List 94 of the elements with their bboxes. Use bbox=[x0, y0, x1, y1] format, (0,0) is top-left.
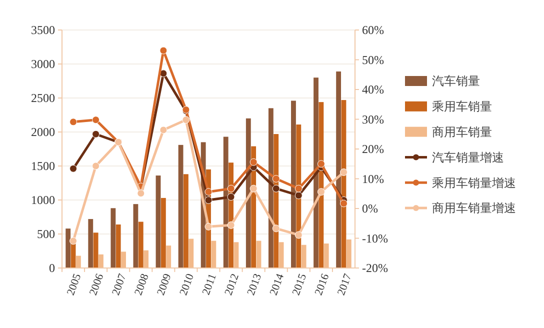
bar bbox=[223, 136, 228, 268]
bar bbox=[278, 242, 284, 268]
y2-tick-label: 20% bbox=[362, 142, 384, 156]
legend-label: 乘用车销量 bbox=[432, 100, 492, 114]
point bbox=[204, 222, 212, 230]
y-tick-label: 3500 bbox=[31, 23, 55, 38]
point bbox=[227, 193, 235, 201]
point bbox=[70, 164, 78, 172]
x-tick-label: 2011 bbox=[200, 272, 219, 297]
bar bbox=[156, 176, 161, 268]
point bbox=[182, 116, 190, 124]
y-tick-label: 500 bbox=[37, 227, 55, 242]
x-tick-label: 2006 bbox=[87, 272, 106, 298]
bar bbox=[66, 228, 71, 268]
point bbox=[204, 196, 212, 204]
point bbox=[340, 168, 348, 176]
y2-tick-label: 30% bbox=[362, 112, 384, 126]
bar bbox=[234, 242, 239, 268]
bar bbox=[133, 204, 138, 268]
bar bbox=[98, 254, 104, 268]
legend-label: 乘用车销量增速 bbox=[432, 176, 516, 190]
x-tick-label: 2017 bbox=[335, 272, 354, 298]
bar bbox=[324, 244, 329, 268]
y2-tick-label: 50% bbox=[362, 52, 384, 67]
bar bbox=[144, 250, 149, 268]
point bbox=[272, 175, 280, 182]
y-tick-label: 0 bbox=[49, 261, 55, 276]
point bbox=[204, 188, 212, 196]
bar bbox=[116, 224, 121, 268]
bar bbox=[188, 238, 194, 268]
point bbox=[70, 237, 78, 245]
legend-label: 汽车销量增速 bbox=[432, 150, 504, 164]
point bbox=[92, 116, 100, 124]
x-tick-label: 2013 bbox=[245, 272, 264, 298]
point bbox=[137, 190, 145, 198]
bar bbox=[166, 246, 172, 268]
bar bbox=[291, 100, 296, 268]
legend-label: 商用车销量 bbox=[432, 125, 492, 139]
point bbox=[227, 184, 235, 192]
bar bbox=[211, 240, 216, 268]
x-tick-label: 2014 bbox=[268, 272, 287, 298]
point bbox=[160, 126, 168, 134]
point bbox=[160, 70, 168, 78]
x-tick-label: 2015 bbox=[290, 272, 310, 298]
point bbox=[294, 192, 302, 200]
point bbox=[70, 118, 78, 126]
bar bbox=[178, 144, 184, 268]
bar bbox=[160, 198, 166, 268]
bar bbox=[246, 118, 251, 268]
point bbox=[160, 46, 168, 54]
bar bbox=[76, 256, 81, 268]
bar bbox=[138, 222, 144, 268]
y2-tick-label: 40% bbox=[362, 82, 384, 97]
bar bbox=[93, 232, 98, 268]
bar bbox=[336, 71, 342, 268]
y-tick-label: 1000 bbox=[31, 193, 55, 208]
point bbox=[340, 200, 348, 208]
y2-tick-label: -10% bbox=[362, 231, 388, 246]
point bbox=[92, 162, 100, 170]
point bbox=[317, 160, 325, 168]
point bbox=[250, 158, 258, 166]
x-tick-label: 2010 bbox=[178, 272, 197, 298]
point bbox=[272, 184, 280, 192]
x-tick-label: 2009 bbox=[155, 272, 174, 298]
point bbox=[92, 130, 100, 138]
bar bbox=[301, 244, 306, 268]
x-tick-label: 2005 bbox=[64, 272, 84, 298]
y-tick-label: 2000 bbox=[31, 125, 55, 140]
point bbox=[317, 188, 325, 196]
bar bbox=[184, 174, 188, 268]
y2-tick-label: 60% bbox=[362, 23, 384, 38]
bar bbox=[314, 78, 318, 268]
y-tick-label: 3000 bbox=[31, 57, 55, 72]
bar bbox=[88, 219, 94, 268]
y-tick-label: 1500 bbox=[31, 159, 55, 174]
x-tick-label: 2008 bbox=[132, 272, 152, 298]
point bbox=[294, 231, 302, 239]
x-tick-label: 2007 bbox=[110, 272, 129, 298]
legend-label: 商用车销量增速 bbox=[432, 201, 516, 216]
point bbox=[250, 184, 258, 192]
y2-tick-label: 0% bbox=[362, 202, 378, 216]
bar bbox=[346, 239, 352, 268]
point bbox=[272, 224, 280, 232]
bar bbox=[110, 208, 116, 268]
y2-tick-label: -20% bbox=[362, 261, 388, 276]
point bbox=[227, 221, 235, 229]
y-tick-label: 2500 bbox=[31, 91, 55, 106]
y2-tick-label: 10% bbox=[362, 172, 384, 186]
x-tick-label: 2012 bbox=[222, 272, 242, 298]
bar bbox=[268, 108, 274, 268]
bar bbox=[121, 252, 126, 268]
legend-label: 汽车销量 bbox=[432, 74, 480, 88]
x-tick-label: 2016 bbox=[312, 272, 332, 298]
point bbox=[294, 184, 302, 192]
